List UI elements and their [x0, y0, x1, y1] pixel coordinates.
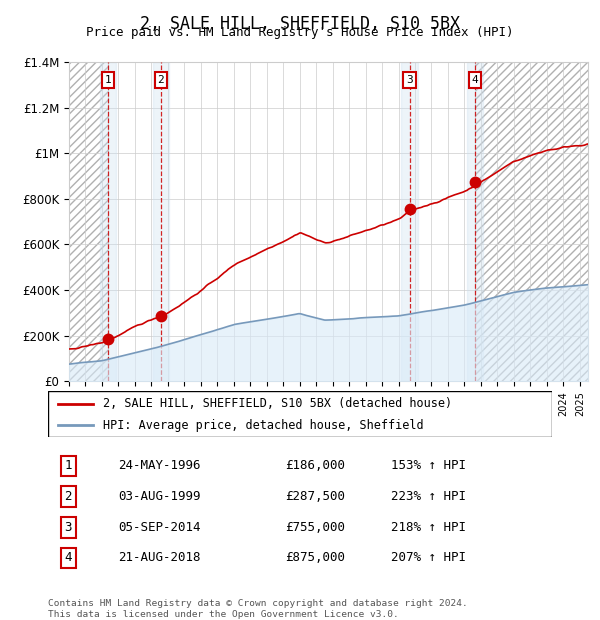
Text: 2, SALE HILL, SHEFFIELD, S10 5BX (detached house): 2, SALE HILL, SHEFFIELD, S10 5BX (detach… — [103, 397, 452, 410]
Text: Price paid vs. HM Land Registry's House Price Index (HPI): Price paid vs. HM Land Registry's House … — [86, 26, 514, 39]
Text: HPI: Average price, detached house, Sheffield: HPI: Average price, detached house, Shef… — [103, 419, 424, 432]
Bar — [69, 62, 108, 381]
Text: 153% ↑ HPI: 153% ↑ HPI — [391, 459, 466, 472]
Text: Contains HM Land Registry data © Crown copyright and database right 2024.
This d: Contains HM Land Registry data © Crown c… — [48, 600, 468, 619]
Text: 2: 2 — [64, 490, 72, 503]
Bar — [100, 62, 116, 381]
Text: 4: 4 — [64, 551, 72, 564]
Text: £287,500: £287,500 — [285, 490, 345, 503]
Text: 1: 1 — [105, 75, 112, 85]
Text: 24-MAY-1996: 24-MAY-1996 — [119, 459, 201, 472]
Text: 4: 4 — [472, 75, 478, 85]
Bar — [467, 62, 483, 381]
Text: 21-AUG-2018: 21-AUG-2018 — [119, 551, 201, 564]
Text: 2, SALE HILL, SHEFFIELD, S10 5BX: 2, SALE HILL, SHEFFIELD, S10 5BX — [140, 15, 460, 33]
Text: 03-AUG-1999: 03-AUG-1999 — [119, 490, 201, 503]
Text: 05-SEP-2014: 05-SEP-2014 — [119, 521, 201, 534]
Text: £186,000: £186,000 — [285, 459, 345, 472]
Text: 223% ↑ HPI: 223% ↑ HPI — [391, 490, 466, 503]
Text: 1: 1 — [64, 459, 72, 472]
Text: £755,000: £755,000 — [285, 521, 345, 534]
Text: 207% ↑ HPI: 207% ↑ HPI — [391, 551, 466, 564]
Text: 218% ↑ HPI: 218% ↑ HPI — [391, 521, 466, 534]
Text: £875,000: £875,000 — [285, 551, 345, 564]
Text: 3: 3 — [64, 521, 72, 534]
Bar — [401, 62, 418, 381]
Text: 3: 3 — [406, 75, 413, 85]
Text: 2: 2 — [158, 75, 164, 85]
FancyBboxPatch shape — [48, 391, 552, 437]
Bar — [152, 62, 169, 381]
Bar — [475, 62, 588, 381]
